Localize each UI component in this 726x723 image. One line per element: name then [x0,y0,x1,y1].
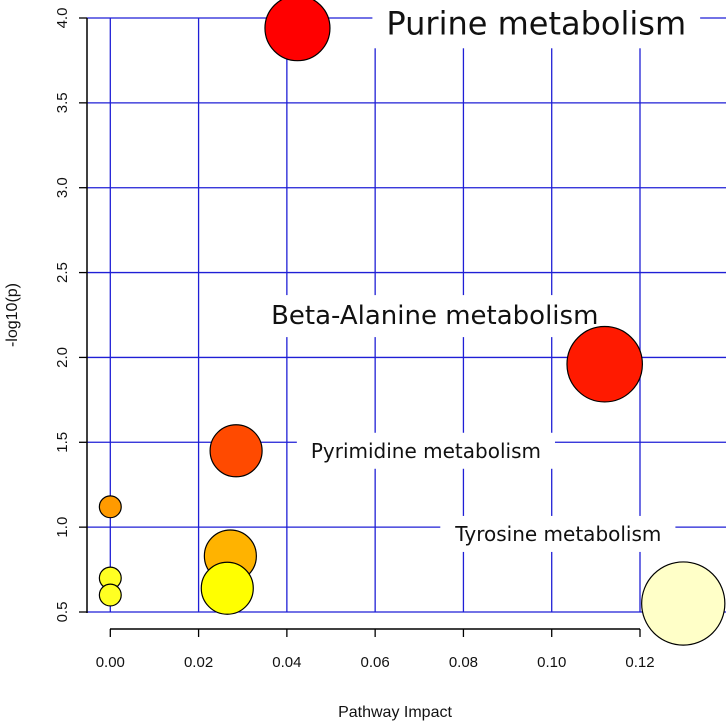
data-points: Purine metabolism Beta-Alanine metabolism… [98,0,726,646]
x-tick-label: 0.06 [361,654,390,671]
y-tick-label: 1.0 [54,517,71,538]
x-tick-label: 0.08 [449,654,478,671]
x-tick-label: 0.10 [537,654,566,671]
y-tick-label: 0.5 [54,602,71,623]
data-point: Purine metabolism [264,0,331,62]
x-ticks: 0.00 0.02 0.04 0.06 0.08 0.10 0.12 [96,629,655,671]
data-point [200,561,254,615]
annotation-label: Pyrimidine metabolism [311,439,541,463]
data-point [98,495,122,519]
x-tick-label: 0.12 [625,654,654,671]
annotation-label: Beta-Alanine metabolism [271,301,598,331]
annotation-label: Purine metabolism [386,4,686,42]
y-ticks: 0.5 1.0 1.5 2.0 2.5 3.0 3.5 4.0 [54,8,87,623]
annotations: Purine metabolism Beta-Alanine metabolism… [257,0,701,552]
y-tick-label: 2.5 [54,262,71,283]
data-point: Pyrimidine metabolism [209,424,263,478]
y-tick-label: 3.0 [54,177,71,198]
data-point: Tyrosine metabolism [641,561,726,646]
x-axis-title: Pathway Impact [338,704,452,721]
x-tick-label: 0.00 [96,654,125,671]
data-point [98,583,122,607]
annotation-background [257,295,613,338]
data-point: Beta-Alanine metabolism [566,325,643,403]
annotation-background [296,432,555,469]
y-axis-title: -log10(p) [4,283,21,347]
x-tick-label: 0.04 [272,654,301,671]
y-tick-label: 2.0 [54,347,71,368]
y-tick-label: 3.5 [54,92,71,113]
x-tick-label: 0.02 [184,654,213,671]
y-tick-label: 1.5 [54,432,71,453]
annotation-background [372,0,701,49]
annotation-label: Tyrosine metabolism [454,522,661,546]
y-tick-label: 4.0 [54,8,71,29]
annotation-background [440,515,676,552]
